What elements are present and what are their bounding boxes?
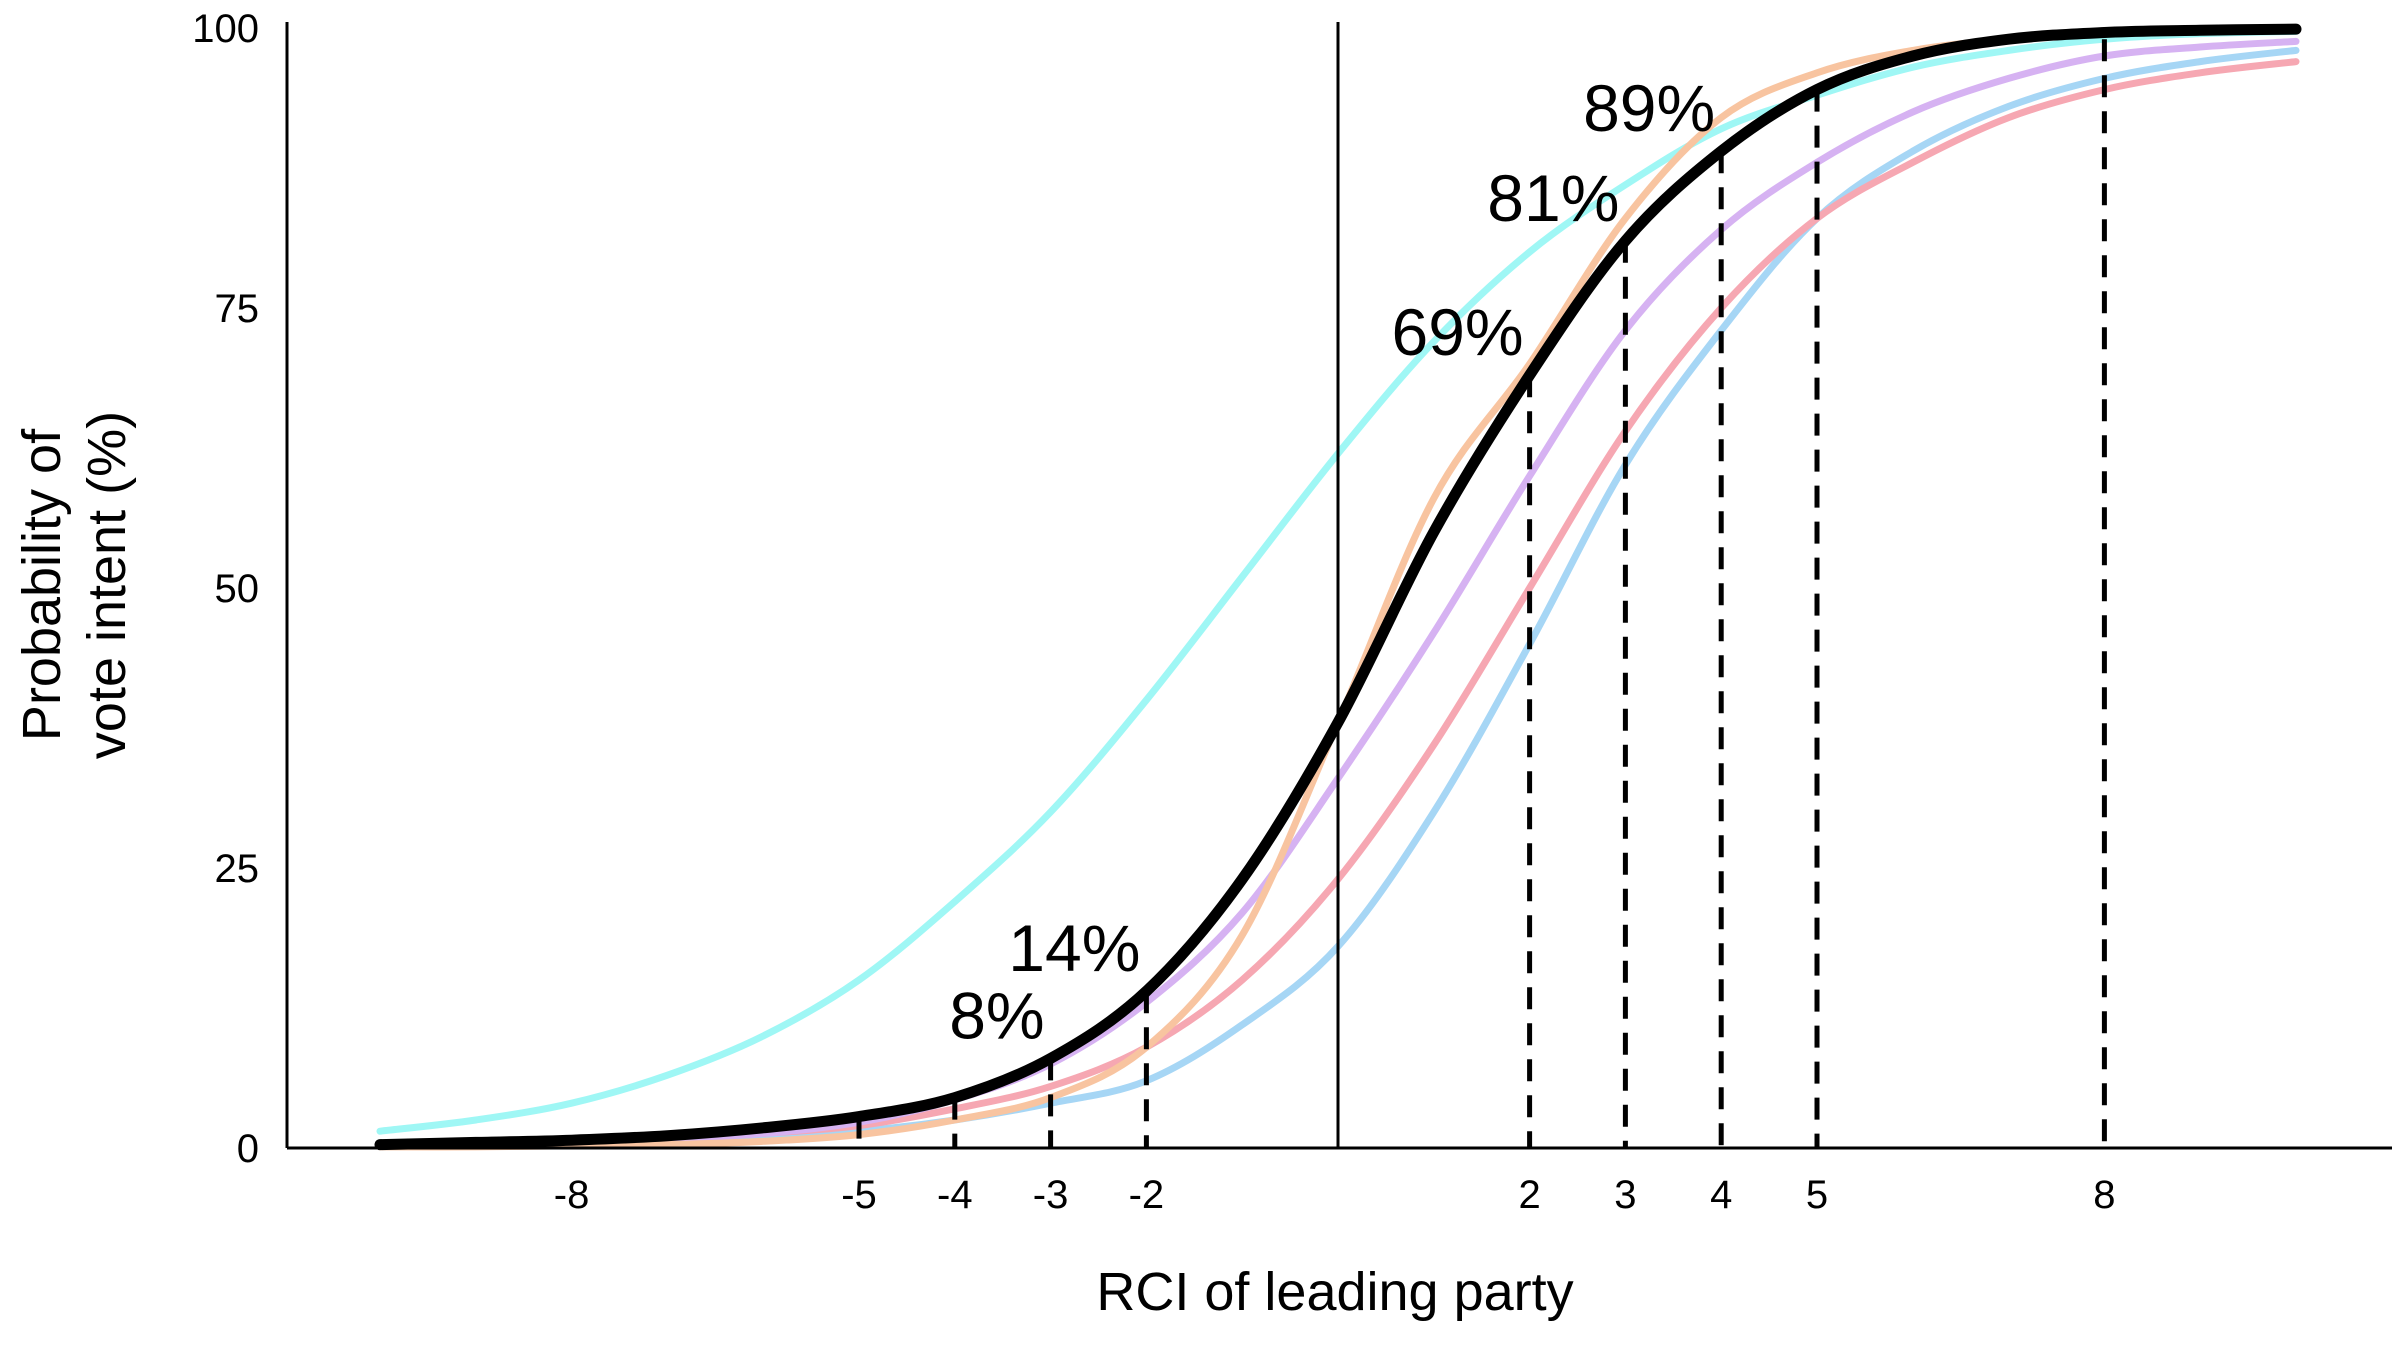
annotation-label-3: 81% bbox=[1487, 161, 1619, 235]
series-line-5 bbox=[374, 23, 2302, 1151]
y-tick-label-0: 0 bbox=[237, 1127, 259, 1171]
x-tick-label-7: 4 bbox=[1710, 1173, 1732, 1217]
x-tick-label-5: 2 bbox=[1518, 1173, 1540, 1217]
y-tick-label-2: 50 bbox=[215, 567, 260, 611]
y-axis-title-line-2: vote intent (%) bbox=[77, 411, 137, 759]
y-axis-title-line-1: Probability of bbox=[12, 428, 72, 741]
y-tick-label-4: 100 bbox=[192, 7, 259, 51]
annotation-label-4: 89% bbox=[1583, 71, 1715, 145]
annotations-group: 8%14% 69% 81% 89% bbox=[949, 71, 1715, 1052]
x-tick-label-8: 5 bbox=[1806, 1173, 1828, 1217]
annotation-label-2: 69% bbox=[1391, 295, 1523, 369]
x-tick-label-4: -2 bbox=[1129, 1173, 1165, 1217]
x-tick-label-1: -5 bbox=[841, 1173, 877, 1217]
x-axis-title: RCI of leading party bbox=[1096, 1262, 1573, 1322]
annotation-label-0: 8% bbox=[949, 978, 1044, 1052]
series-group bbox=[374, 23, 2302, 1151]
x-tick-label-3: -3 bbox=[1033, 1173, 1069, 1217]
x-tick-label-6: 3 bbox=[1614, 1173, 1636, 1217]
series-line-0 bbox=[376, 27, 2300, 1135]
y-tick-label-3: 75 bbox=[215, 287, 260, 331]
tick-labels-group: -8 -5 -4 -3 -2 2 3 4 5 8 0 25 50 75 100 bbox=[192, 7, 2115, 1217]
annotation-label-1: 14% bbox=[1008, 911, 1140, 985]
y-tick-label-1: 25 bbox=[215, 847, 260, 891]
x-tick-label-9: 8 bbox=[2093, 1173, 2115, 1217]
x-tick-label-2: -4 bbox=[937, 1173, 973, 1217]
axes-group bbox=[285, 22, 2392, 1150]
dashed-lines-group bbox=[856, 39, 2107, 1148]
x-tick-label-0: -8 bbox=[554, 1173, 590, 1217]
